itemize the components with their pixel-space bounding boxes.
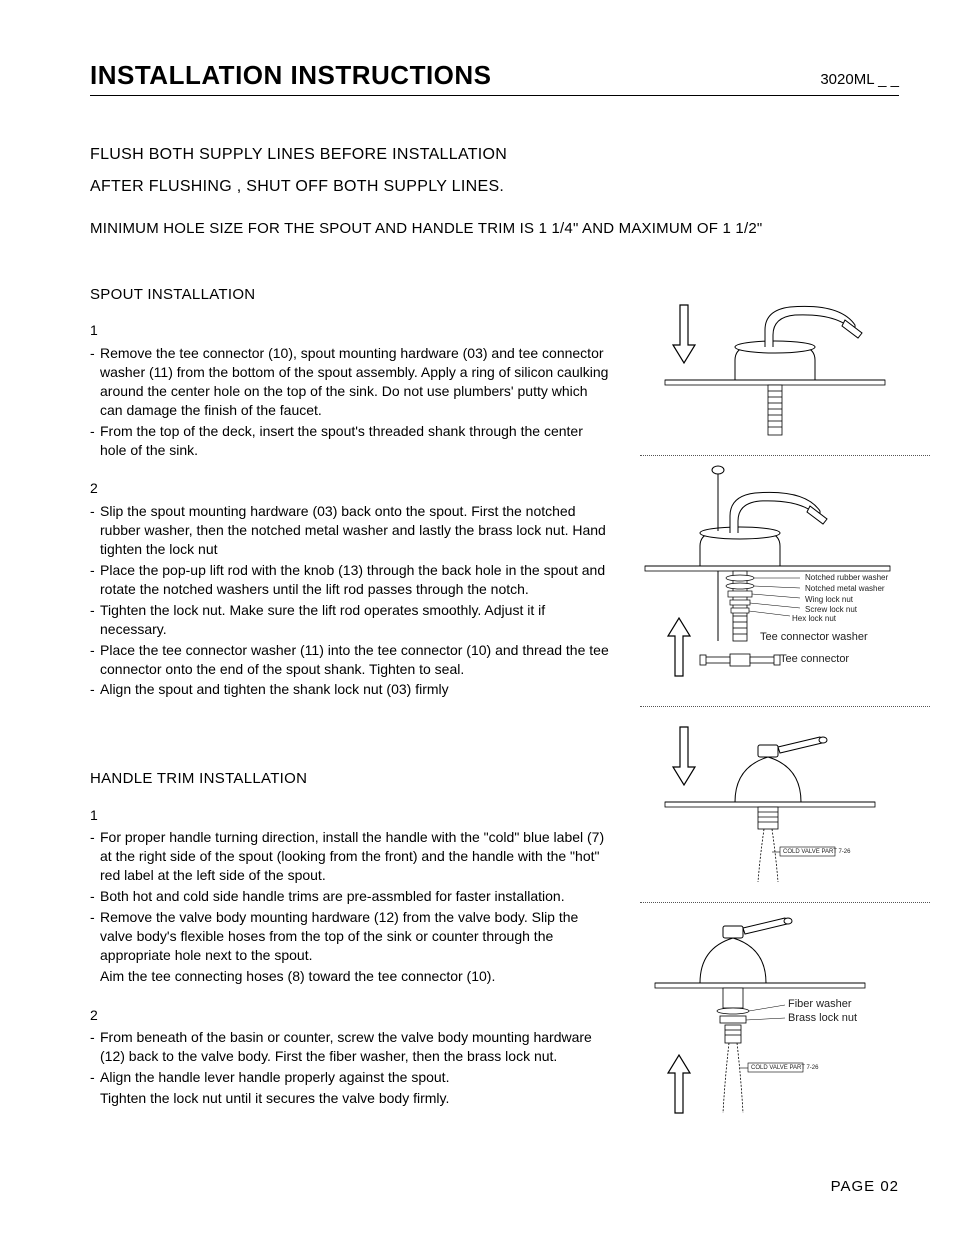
label-notched-rubber: Notched rubber washer (805, 573, 888, 582)
handle-insert-svg (640, 707, 900, 897)
step-number: 2 (90, 1006, 610, 1025)
bullet-text: For proper handle turning direction, ins… (100, 828, 610, 885)
page: INSTALLATION INSTRUCTIONS 3020ML _ _ FLU… (0, 0, 954, 1235)
bullet: -Align the handle lever handle properly … (90, 1068, 610, 1087)
bullet-text: Tighten the lock nut. Make sure the lift… (100, 601, 610, 639)
notice-flush: FLUSH BOTH SUPPLY LINES BEFORE INSTALLAT… (90, 146, 899, 164)
bullet-text: From beneath of the basin or counter, sc… (100, 1028, 610, 1066)
bullet: Aim the tee connecting hoses (8) toward … (90, 967, 610, 986)
bullet: -From the top of the deck, insert the sp… (90, 422, 610, 460)
bullet-text: Place the tee connector washer (11) into… (100, 641, 610, 679)
bullet: -From beneath of the basin or counter, s… (90, 1028, 610, 1066)
bullet: Tighten the lock nut until it secures th… (90, 1089, 610, 1108)
label-fiber-washer: Fiber washer (788, 998, 852, 1010)
bullet-text: Align the spout and tighten the shank lo… (100, 680, 610, 699)
bullet-text: Place the pop-up lift rod with the knob … (100, 561, 610, 599)
label-hex-lock: Hex lock nut (792, 614, 836, 623)
bullet-text: Tighten the lock nut until it secures th… (100, 1089, 610, 1108)
handle-heading: HANDLE TRIM INSTALLATION (90, 769, 610, 789)
text-column: SPOUT INSTALLATION 1 -Remove the tee con… (90, 285, 610, 1138)
bullet: -Remove the tee connector (10), spout mo… (90, 344, 610, 420)
notice-shutoff: AFTER FLUSHING , SHUT OFF BOTH SUPPLY LI… (90, 178, 899, 196)
bullet: -Remove the valve body mounting hardware… (90, 908, 610, 965)
page-number: PAGE 02 (831, 1178, 899, 1195)
diagram-column: Notched rubber washer Notched metal wash… (640, 285, 930, 1138)
diagram-spout-insert (640, 285, 930, 456)
bullet: -Place the pop-up lift rod with the knob… (90, 561, 610, 599)
bullet: -Place the tee connector washer (11) int… (90, 641, 610, 679)
label-tee-washer: Tee connector washer (760, 631, 868, 643)
header: INSTALLATION INSTRUCTIONS 3020ML _ _ (90, 60, 899, 96)
bullet-text: Both hot and cold side handle trims are … (100, 887, 610, 906)
model-number: 3020ML _ _ (820, 71, 899, 88)
spout-heading: SPOUT INSTALLATION (90, 285, 610, 305)
bullet-text: Align the handle lever handle properly a… (100, 1068, 610, 1087)
label-tee-connector: Tee connector (780, 653, 849, 665)
diagram-handle-insert: COLD VALVE PART 7-26 (640, 707, 930, 903)
bullet-text: Aim the tee connecting hoses (8) toward … (100, 967, 610, 986)
handle-mount-svg (640, 903, 920, 1133)
bullet-text: From the top of the deck, insert the spo… (100, 422, 610, 460)
content-row: SPOUT INSTALLATION 1 -Remove the tee con… (90, 285, 899, 1138)
label-screw-lock: Screw lock nut (805, 605, 857, 614)
label-brass-lock: Brass lock nut (788, 1012, 857, 1024)
bullet: -For proper handle turning direction, in… (90, 828, 610, 885)
bullet: -Tighten the lock nut. Make sure the lif… (90, 601, 610, 639)
bullet: -Slip the spout mounting hardware (03) b… (90, 502, 610, 559)
bullet: -Both hot and cold side handle trims are… (90, 887, 610, 906)
diagram-handle-mount: Fiber washer Brass lock nut COLD VALVE P… (640, 903, 930, 1138)
spout-step2: 2 -Slip the spout mounting hardware (03)… (90, 479, 610, 699)
bullet-text: Slip the spout mounting hardware (03) ba… (100, 502, 610, 559)
notice-hole-size: MINIMUM HOLE SIZE FOR THE SPOUT AND HAND… (90, 220, 899, 237)
step-number: 1 (90, 321, 610, 340)
label-wing-lock: Wing lock nut (805, 595, 853, 604)
step-number: 2 (90, 479, 610, 498)
spout-step1: 1 -Remove the tee connector (10), spout … (90, 321, 610, 459)
bullet-text: Remove the valve body mounting hardware … (100, 908, 610, 965)
page-title: INSTALLATION INSTRUCTIONS (90, 60, 492, 91)
handle-step2: 2 -From beneath of the basin or counter,… (90, 1006, 610, 1108)
label-cold-valve-1: COLD VALVE PART 7-26 (783, 848, 850, 857)
spout-insert-svg (640, 285, 900, 450)
bullet-text: Remove the tee connector (10), spout mou… (100, 344, 610, 420)
diagram-spout-hardware: Notched rubber washer Notched metal wash… (640, 456, 930, 707)
handle-step1: 1 -For proper handle turning direction, … (90, 806, 610, 986)
label-notched-metal: Notched metal washer (805, 584, 885, 593)
label-cold-valve-2: COLD VALVE PART 7-26 (751, 1064, 818, 1073)
bullet: -Align the spout and tighten the shank l… (90, 680, 610, 699)
step-number: 1 (90, 806, 610, 825)
